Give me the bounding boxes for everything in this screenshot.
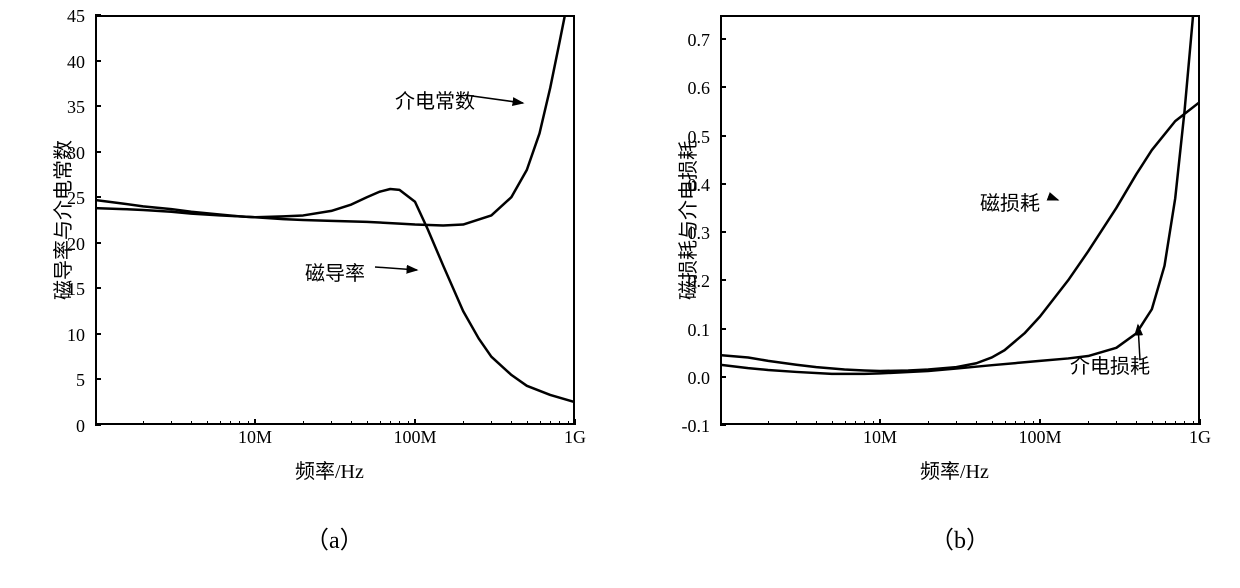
panel-b-ytick-label: 0.0	[688, 368, 711, 389]
panel-b-caption: （b）	[930, 520, 990, 555]
panel-b-ytick-label: -0.1	[682, 416, 711, 437]
panel-b-ytick-label: 0.6	[688, 78, 711, 99]
panel-b-series-magnetic_loss	[720, 102, 1200, 371]
panel-a-annotation-label: 磁导率	[305, 257, 365, 286]
panel-a-ytick-label: 10	[67, 325, 85, 346]
panel-b-xtick-label: 100M	[1018, 427, 1061, 448]
panel-b-annotation-label: 介电损耗	[1070, 350, 1150, 379]
panel-b-annotation-label: 磁损耗	[980, 187, 1040, 216]
panel-a-series-permittivity	[95, 0, 575, 225]
panel-b-ytick-label: 0.1	[688, 320, 711, 341]
panel-a-ytick-label: 0	[76, 416, 85, 437]
panel-a-ytick-label: 40	[67, 52, 85, 73]
panel-a-ytick-label: 5	[76, 370, 85, 391]
panel-a-xtick-label: 1G	[564, 427, 586, 448]
panel-a-xtick-label: 10M	[238, 427, 272, 448]
panel-b-xtick-label: 10M	[863, 427, 897, 448]
panel-a-ylabel: 磁导率与介电常数	[47, 140, 76, 300]
panel-a-annotation-arrow	[375, 267, 417, 270]
panel-a-ytick-label: 45	[67, 6, 85, 27]
panel-a-annotation-label: 介电常数	[395, 85, 475, 114]
panel-b-xtick-label: 1G	[1189, 427, 1211, 448]
panel-b-xlabel: 频率/Hz	[920, 455, 989, 484]
panel-b-ytick-label: 0.7	[688, 30, 711, 51]
panel-a-ytick-label: 35	[67, 97, 85, 118]
panel-b-annotation-arrow	[1050, 197, 1058, 200]
panel-a-curves	[95, 15, 575, 425]
panel-a-xtick-label: 100M	[393, 427, 436, 448]
panel-a-xlabel: 频率/Hz	[295, 455, 364, 484]
panel-b-ylabel: 磁损耗与介电损耗	[672, 140, 701, 300]
panel-a-caption: （a）	[305, 520, 364, 555]
